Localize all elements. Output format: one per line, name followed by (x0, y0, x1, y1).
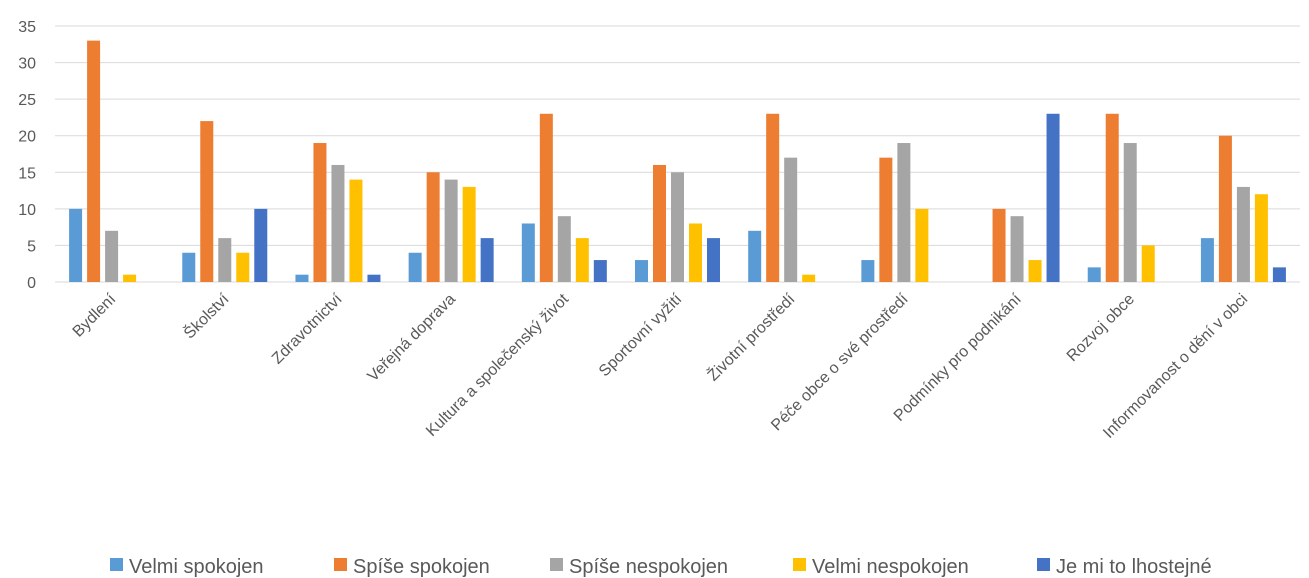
bar (254, 208, 268, 282)
legend-label: Velmi nespokojen (812, 556, 969, 578)
bar (218, 238, 232, 282)
legend-item: Spíše nespokojen (550, 556, 728, 578)
y-tick-label: 20 (18, 129, 36, 146)
bar (992, 208, 1006, 282)
bar (200, 121, 214, 282)
bar (1200, 238, 1214, 282)
x-category-label: Školství (180, 289, 233, 342)
bar (69, 208, 83, 282)
bar (897, 143, 911, 282)
bar (313, 143, 327, 282)
bar (408, 252, 422, 282)
y-axis-tick-labels: 0 5 10 15 20 25 30 35 (18, 19, 36, 292)
legend-label: Velmi spokojen (129, 556, 264, 578)
bar (593, 260, 607, 282)
x-category-label: Bydlení (70, 290, 120, 340)
legend-label: Spíše spokojen (353, 556, 490, 578)
y-tick-label: 5 (27, 238, 36, 255)
bar (1236, 186, 1250, 282)
bar (861, 260, 875, 282)
bar (1028, 260, 1042, 282)
bar (671, 172, 684, 282)
bar (784, 157, 798, 282)
legend-item: Spíše spokojen (334, 556, 490, 578)
bars (69, 40, 1286, 283)
bar (1105, 113, 1119, 283)
legend-swatch (110, 558, 123, 571)
bar (1046, 113, 1060, 283)
bar (331, 164, 345, 282)
legend-swatch (793, 558, 806, 571)
legend-label: Spíše nespokojen (569, 556, 728, 578)
bar (689, 223, 702, 282)
bar (1272, 267, 1286, 282)
y-tick-label: 25 (18, 92, 36, 109)
bar (521, 223, 535, 282)
y-tick-label: 0 (27, 275, 36, 292)
x-category-label: Podmínky pro podnikání (891, 290, 1025, 424)
bar (462, 186, 476, 282)
bar (748, 230, 762, 282)
x-category-label: Veřejná doprava (365, 291, 459, 385)
bar (915, 208, 929, 282)
x-category-label: Životní prostředí (703, 289, 799, 385)
legend-label: Je mi to lhostejné (1056, 556, 1212, 578)
legend-swatch (550, 558, 563, 571)
legend-item: Je mi to lhostejné (1037, 556, 1212, 578)
bar (123, 274, 137, 282)
bar (426, 172, 440, 282)
y-tick-label: 30 (18, 56, 36, 73)
bar (802, 274, 816, 282)
legend-swatch (334, 558, 347, 571)
legend-item: Velmi nespokojen (793, 556, 969, 578)
bar (87, 40, 101, 282)
x-category-label: Sportovní vyžití (596, 290, 686, 380)
bar (444, 179, 458, 282)
y-tick-label: 10 (18, 202, 36, 219)
bar (1087, 267, 1101, 282)
x-axis-category-labels: Bydlení Školství Zdravotnictví Veřejná dopr… (70, 289, 1252, 442)
bar (635, 260, 648, 282)
bar (349, 179, 363, 282)
bar (1141, 245, 1155, 282)
bar (367, 274, 381, 282)
bar (766, 113, 780, 283)
y-tick-label: 15 (18, 165, 36, 182)
bar (1254, 194, 1268, 282)
bar (105, 230, 119, 282)
bar (236, 252, 250, 282)
y-tick-label: 35 (18, 19, 36, 36)
legend-item: Velmi spokojen (110, 556, 264, 578)
bar (557, 216, 571, 282)
bar (653, 164, 666, 282)
bar (707, 238, 720, 282)
legend-swatch (1037, 558, 1050, 571)
x-category-label: Rozvoj obce (1064, 291, 1138, 365)
bar (1218, 135, 1232, 282)
bar (1010, 216, 1024, 282)
x-category-label: Zdravotnictví (269, 290, 346, 367)
bar (539, 113, 553, 283)
bar (1123, 143, 1137, 282)
bar (182, 252, 196, 282)
bar (295, 274, 309, 282)
bar (879, 157, 893, 282)
bar (480, 238, 494, 282)
bar (575, 238, 589, 282)
legend: Velmi spokojen Spíše spokojen Spíše nespok… (110, 556, 1212, 578)
